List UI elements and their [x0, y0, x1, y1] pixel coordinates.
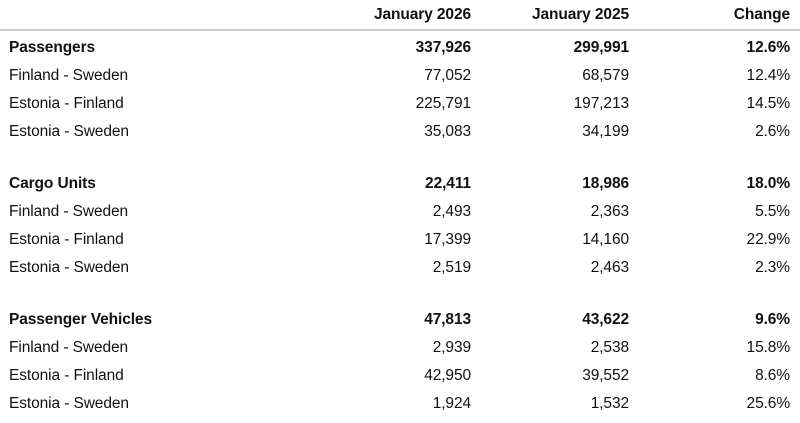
- value-january-2026: 2,493: [432, 203, 471, 220]
- value-change: 12.6%: [746, 39, 791, 56]
- value-january-2026: 35,083: [424, 123, 471, 140]
- value-january-2025: 43,622: [582, 311, 629, 328]
- row-label: Estonia - Sweden: [9, 395, 129, 412]
- column-header-change: Change: [733, 5, 790, 23]
- value-january-2026: 42,950: [424, 367, 471, 384]
- value-january-2025: 39,552: [582, 367, 629, 384]
- row-label: Finland - Sweden: [9, 339, 129, 356]
- value-january-2025: 1,532: [590, 395, 629, 412]
- value-change: 12.4%: [746, 67, 791, 84]
- value-change: 9.6%: [755, 311, 790, 328]
- row-label: Finland - Sweden: [9, 203, 129, 220]
- row-label: Estonia - Sweden: [9, 123, 129, 140]
- row-label: Finland - Sweden: [9, 67, 129, 84]
- value-january-2026: 77,052: [424, 67, 471, 84]
- value-january-2025: 34,199: [582, 123, 629, 140]
- row-label: Estonia - Finland: [9, 367, 124, 384]
- section-passengers: Passengers 337,926 299,991 12.6% Finland…: [0, 34, 800, 146]
- row-label: Estonia - Sweden: [9, 259, 129, 276]
- table-row: Estonia - Finland 225,791 197,213 14.5%: [0, 90, 800, 118]
- table-row: Estonia - Sweden 35,083 34,199 2.6%: [0, 118, 800, 146]
- value-january-2025: 2,363: [590, 203, 629, 220]
- row-label: Passenger Vehicles: [9, 311, 152, 328]
- row-label: Estonia - Finland: [9, 95, 124, 112]
- value-january-2026: 2,939: [432, 339, 471, 356]
- value-change: 18.0%: [746, 175, 791, 192]
- value-change: 8.6%: [755, 367, 790, 384]
- value-change: 2.6%: [755, 123, 790, 140]
- value-january-2025: 197,213: [573, 95, 629, 112]
- section-passenger-vehicles: Passenger Vehicles 47,813 43,622 9.6% Fi…: [0, 306, 800, 418]
- section-total-row: Cargo Units 22,411 18,986 18.0%: [0, 170, 800, 198]
- value-january-2025: 299,991: [573, 39, 629, 56]
- column-header-january-2025: January 2025: [531, 5, 629, 23]
- section-cargo-units: Cargo Units 22,411 18,986 18.0% Finland …: [0, 170, 800, 282]
- column-header-january-2026: January 2026: [373, 5, 471, 23]
- value-january-2026: 225,791: [415, 95, 471, 112]
- value-change: 14.5%: [746, 95, 791, 112]
- value-january-2025: 18,986: [582, 175, 629, 192]
- table-row: Estonia - Sweden 2,519 2,463 2.3%: [0, 254, 800, 282]
- table-row: Estonia - Finland 17,399 14,160 22.9%: [0, 226, 800, 254]
- value-january-2026: 337,926: [415, 39, 471, 56]
- row-label: Estonia - Finland: [9, 231, 124, 248]
- section-total-row: Passenger Vehicles 47,813 43,622 9.6%: [0, 306, 800, 334]
- value-january-2026: 47,813: [424, 311, 471, 328]
- value-january-2025: 2,538: [590, 339, 629, 356]
- row-label: Passengers: [9, 39, 96, 56]
- value-change: 15.8%: [746, 339, 791, 356]
- value-january-2026: 2,519: [432, 259, 471, 276]
- value-january-2025: 68,579: [582, 67, 629, 84]
- table-row: Finland - Sweden 77,052 68,579 12.4%: [0, 62, 800, 90]
- value-change: 22.9%: [746, 231, 791, 248]
- table-row: Estonia - Sweden 1,924 1,532 25.6%: [0, 390, 800, 418]
- table-row: Finland - Sweden 2,939 2,538 15.8%: [0, 334, 800, 362]
- value-january-2026: 17,399: [424, 231, 471, 248]
- row-label: Cargo Units: [9, 175, 96, 192]
- value-change: 2.3%: [755, 259, 790, 276]
- table-body: Passengers 337,926 299,991 12.6% Finland…: [0, 31, 800, 418]
- value-january-2025: 2,463: [590, 259, 629, 276]
- value-change: 25.6%: [746, 395, 791, 412]
- value-change: 5.5%: [755, 203, 790, 220]
- table-row: Estonia - Finland 42,950 39,552 8.6%: [0, 362, 800, 390]
- value-january-2026: 1,924: [432, 395, 471, 412]
- value-january-2025: 14,160: [582, 231, 629, 248]
- value-january-2026: 22,411: [425, 175, 471, 192]
- table-header-row: January 2026 January 2025 Change: [0, 0, 800, 31]
- table-row: Finland - Sweden 2,493 2,363 5.5%: [0, 198, 800, 226]
- section-total-row: Passengers 337,926 299,991 12.6%: [0, 34, 800, 62]
